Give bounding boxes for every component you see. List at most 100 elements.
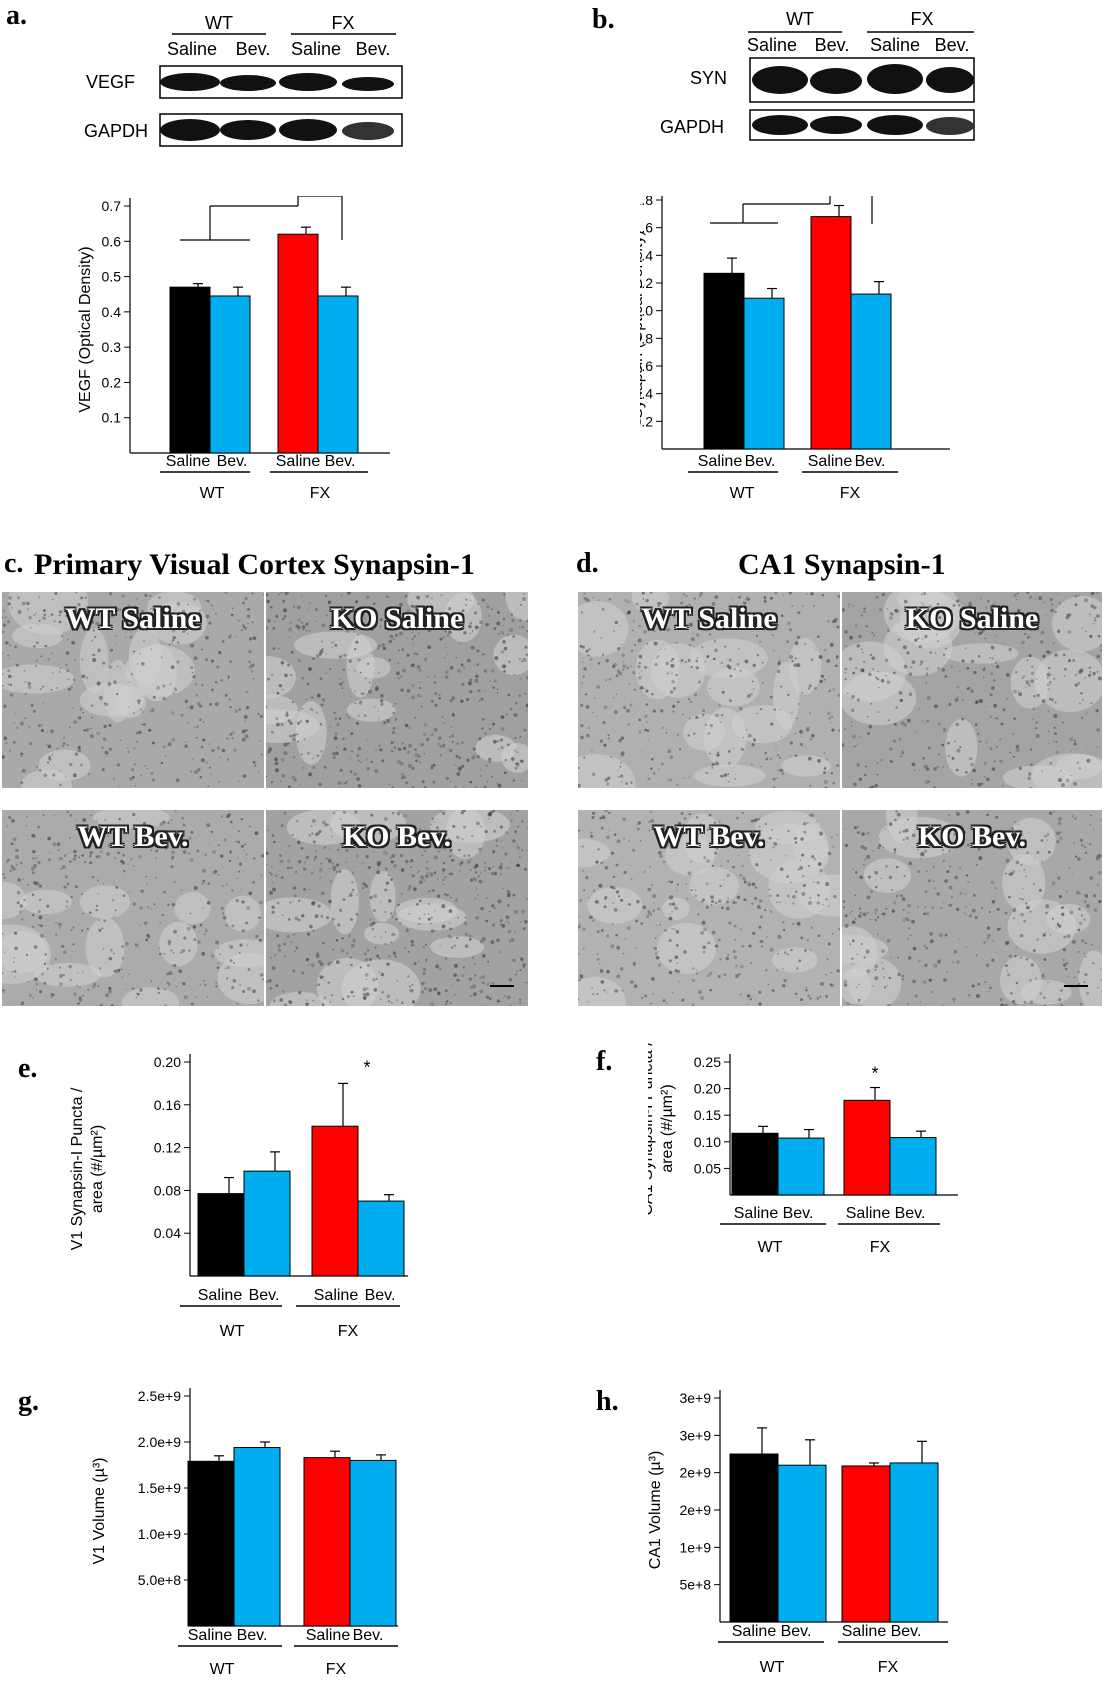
- puncta: [473, 611, 478, 615]
- puncta: [490, 775, 493, 778]
- puncta: [269, 871, 271, 874]
- puncta: [218, 756, 221, 759]
- puncta: [187, 603, 190, 606]
- puncta: [764, 751, 767, 755]
- puncta: [430, 1002, 435, 1006]
- puncta: [860, 844, 865, 849]
- puncta: [1015, 747, 1020, 752]
- puncta: [229, 820, 233, 824]
- puncta: [638, 662, 641, 665]
- puncta: [688, 717, 691, 720]
- puncta: [826, 958, 829, 961]
- puncta: [1015, 847, 1018, 850]
- puncta: [526, 619, 528, 623]
- cell-body: [430, 936, 485, 958]
- puncta: [339, 682, 343, 686]
- puncta: [977, 982, 981, 986]
- puncta: [516, 810, 519, 812]
- puncta: [368, 681, 371, 684]
- bar: [703, 272, 745, 450]
- puncta: [37, 623, 39, 625]
- puncta: [739, 928, 742, 931]
- puncta: [341, 687, 344, 690]
- puncta: [932, 865, 936, 869]
- puncta: [108, 665, 113, 669]
- puncta: [816, 820, 819, 822]
- puncta: [514, 931, 516, 934]
- puncta: [72, 926, 75, 929]
- puncta: [63, 885, 67, 889]
- puncta: [300, 594, 303, 597]
- puncta: [874, 912, 877, 915]
- puncta: [665, 661, 670, 666]
- puncta: [954, 740, 956, 743]
- puncta: [7, 669, 11, 672]
- puncta: [728, 780, 730, 783]
- puncta: [412, 621, 415, 624]
- puncta: [89, 854, 92, 858]
- micrograph-c-ko-saline: KO Saline: [266, 592, 528, 788]
- puncta: [751, 882, 756, 887]
- puncta: [870, 653, 873, 656]
- puncta: [419, 686, 422, 690]
- panel-label-b: b.: [592, 4, 615, 35]
- puncta: [968, 604, 973, 609]
- puncta: [712, 618, 717, 622]
- puncta: [618, 625, 621, 627]
- puncta: [579, 923, 581, 925]
- puncta: [215, 940, 219, 945]
- puncta: [269, 891, 273, 895]
- puncta: [743, 844, 745, 846]
- puncta: [151, 741, 155, 745]
- puncta: [51, 996, 53, 999]
- puncta: [989, 715, 993, 718]
- puncta: [457, 626, 461, 630]
- puncta: [968, 914, 972, 918]
- puncta: [961, 659, 965, 663]
- puncta: [411, 605, 414, 608]
- puncta: [97, 984, 100, 988]
- bar: [317, 295, 359, 454]
- puncta: [605, 934, 610, 938]
- puncta: [206, 995, 209, 998]
- puncta: [414, 752, 419, 757]
- puncta: [900, 894, 903, 897]
- puncta: [604, 897, 607, 901]
- puncta: [1010, 838, 1013, 841]
- puncta: [477, 894, 480, 897]
- puncta: [260, 753, 263, 756]
- puncta: [431, 888, 435, 892]
- puncta: [1017, 823, 1019, 825]
- puncta: [385, 840, 389, 845]
- puncta: [447, 934, 452, 939]
- puncta: [51, 652, 53, 655]
- puncta: [248, 660, 251, 664]
- puncta: [338, 870, 342, 873]
- puncta: [739, 707, 743, 711]
- puncta: [106, 851, 111, 856]
- puncta: [51, 963, 54, 966]
- puncta: [411, 683, 415, 688]
- puncta: [850, 725, 853, 728]
- puncta: [849, 943, 852, 946]
- puncta: [925, 667, 929, 670]
- puncta: [592, 919, 595, 922]
- puncta: [284, 955, 287, 958]
- puncta: [335, 746, 338, 749]
- puncta: [769, 757, 773, 761]
- y-axis-label: V1 Synapsin-I Puncta /: [69, 1087, 86, 1250]
- puncta: [329, 879, 333, 883]
- puncta: [807, 864, 810, 868]
- puncta: [524, 692, 527, 695]
- puncta: [75, 592, 78, 594]
- puncta: [339, 818, 342, 821]
- puncta: [642, 598, 645, 600]
- puncta: [495, 740, 498, 743]
- puncta: [390, 941, 393, 944]
- puncta: [157, 991, 160, 994]
- puncta: [27, 980, 30, 983]
- puncta: [507, 743, 510, 747]
- puncta: [113, 680, 117, 685]
- cell-body: [346, 698, 396, 722]
- puncta: [991, 657, 994, 660]
